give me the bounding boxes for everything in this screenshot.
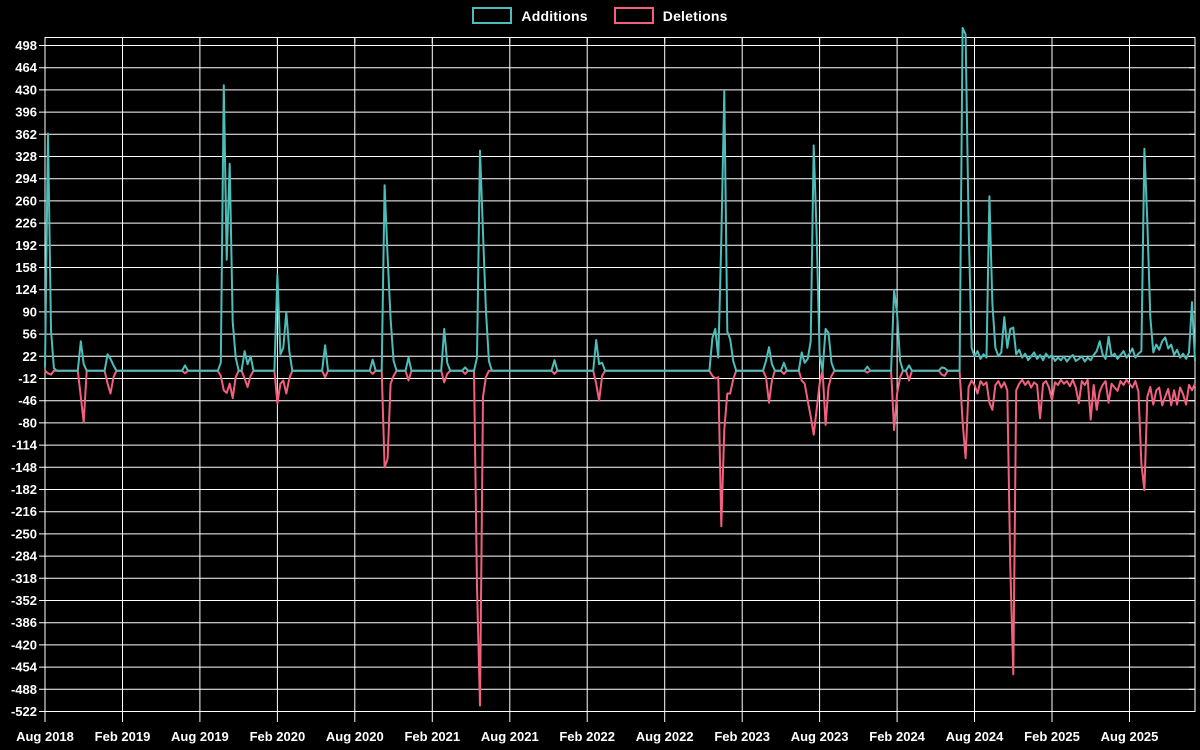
deletions-line (44, 369, 1196, 707)
svg-text:430: 430 (15, 82, 37, 97)
svg-text:90: 90 (23, 304, 37, 319)
deletions-swatch-icon (613, 7, 654, 24)
svg-text:Aug 2024: Aug 2024 (946, 729, 1005, 744)
legend-item-deletions: Deletions (613, 7, 728, 24)
svg-text:Feb 2024: Feb 2024 (869, 729, 925, 744)
svg-text:-12: -12 (18, 371, 37, 386)
svg-text:124: 124 (15, 282, 37, 297)
svg-text:-454: -454 (11, 660, 38, 675)
plot-border (44, 37, 1196, 712)
svg-text:22: 22 (23, 349, 37, 364)
svg-text:Aug 2020: Aug 2020 (326, 729, 384, 744)
svg-text:-420: -420 (11, 637, 37, 652)
svg-text:Aug 2022: Aug 2022 (636, 729, 694, 744)
svg-text:Feb 2025: Feb 2025 (1024, 729, 1080, 744)
svg-text:-352: -352 (11, 593, 37, 608)
vertical-gridlines (44, 37, 1130, 722)
svg-text:362: 362 (15, 127, 37, 142)
svg-text:498: 498 (15, 38, 37, 53)
svg-text:-488: -488 (11, 682, 37, 697)
svg-text:464: 464 (15, 60, 37, 75)
svg-text:396: 396 (15, 105, 37, 120)
svg-text:-386: -386 (11, 615, 37, 630)
svg-text:-216: -216 (11, 504, 37, 519)
svg-text:-250: -250 (11, 526, 37, 541)
svg-text:Feb 2019: Feb 2019 (95, 729, 151, 744)
svg-text:-46: -46 (18, 393, 37, 408)
x-axis-labels: Aug 2018 Feb 2019 Aug 2019 Feb 2020 Aug 2020… (16, 729, 1158, 744)
svg-text:56: 56 (23, 327, 37, 342)
svg-text:-148: -148 (11, 460, 37, 475)
svg-text:-80: -80 (18, 415, 37, 430)
svg-text:Aug 2018: Aug 2018 (16, 729, 74, 744)
svg-text:328: 328 (15, 149, 37, 164)
svg-text:-318: -318 (11, 571, 37, 586)
svg-text:260: 260 (15, 193, 37, 208)
legend-item-additions: Additions (472, 7, 588, 24)
svg-text:Feb 2020: Feb 2020 (250, 729, 306, 744)
svg-text:294: 294 (15, 171, 37, 186)
svg-text:Aug 2021: Aug 2021 (481, 729, 539, 744)
svg-text:-182: -182 (11, 482, 37, 497)
svg-text:158: 158 (15, 260, 37, 275)
horizontal-gridlines (39, 45, 1195, 712)
svg-text:Feb 2023: Feb 2023 (714, 729, 770, 744)
deletions-legend-label: Deletions (662, 7, 728, 24)
svg-text:Feb 2022: Feb 2022 (559, 729, 615, 744)
additions-legend-label: Additions (521, 7, 588, 24)
svg-text:-522: -522 (11, 704, 37, 719)
svg-text:Feb 2021: Feb 2021 (404, 729, 460, 744)
svg-text:226: 226 (15, 216, 37, 231)
svg-text:-284: -284 (11, 549, 38, 564)
chart-legend: Additions Deletions (0, 7, 1200, 24)
additions-swatch-icon (472, 7, 513, 24)
y-axis-labels: 498 464 430 396 362 328 294 260 226 192 158 124 90 56… (11, 38, 38, 719)
svg-text:Aug 2023: Aug 2023 (791, 729, 849, 744)
svg-text:Aug 2019: Aug 2019 (171, 729, 229, 744)
svg-text:192: 192 (15, 238, 37, 253)
additions-line (44, 26, 1196, 372)
svg-text:Aug 2025: Aug 2025 (1101, 729, 1159, 744)
svg-text:-114: -114 (12, 438, 38, 453)
